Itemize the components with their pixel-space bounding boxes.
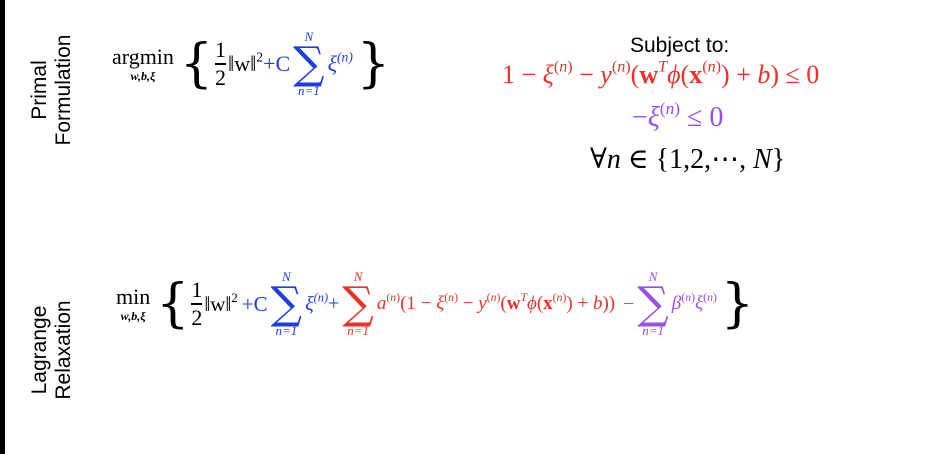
- constraint-margin: 1 − ξ(n) − y(n)(wTϕ(x(n)) + b) ≤ 0: [502, 58, 820, 89]
- summation-icon: N ∑ n=1: [270, 269, 303, 338]
- lagrange-slack-term: ξ(n): [305, 289, 329, 315]
- summation-icon: N ∑ n=1: [293, 29, 325, 98]
- lagrange-label-line2: Relaxation: [52, 300, 75, 400]
- lagrange-label-line1: Lagrange: [28, 305, 51, 395]
- lagrange-plus: +: [328, 292, 340, 315]
- right-brace: }: [356, 34, 390, 94]
- primal-label-line2: Formulation: [52, 34, 75, 146]
- lagrange-left-brace: {: [156, 274, 190, 334]
- lagrange-norm-term: ‖w‖2: [204, 289, 238, 316]
- constraint-nonneg: −ξ(n) ≤ 0: [632, 98, 724, 133]
- constraint-forall: ∀n ∈ {1,2,⋯, N}: [590, 144, 786, 175]
- primal-operator: argmin w,b,ξ: [112, 44, 174, 84]
- multiplier-term-a: a(n)(1 − ξ(n) − y(n)(wTϕ(x(n)) + b)): [376, 290, 616, 314]
- summation-icon: N ∑ n=1: [342, 269, 374, 338]
- left-border: [0, 0, 5, 454]
- primal-label-line1: Primal: [28, 60, 51, 120]
- multiplier-term-beta: β(n)ξ(n): [671, 290, 717, 314]
- lagrange-minus: −: [623, 292, 635, 315]
- lagrange-operator: min w,b,ξ: [116, 284, 151, 324]
- lagrange-right-brace: }: [720, 274, 754, 334]
- lagrange-c-coefficient: +C: [241, 291, 268, 316]
- constraints-title: Subject to:: [630, 34, 730, 57]
- summation-icon: N ∑ n=1: [637, 269, 669, 338]
- c-coefficient: +C: [263, 51, 291, 76]
- norm-term: ‖w‖2: [228, 49, 264, 76]
- lagrange-relaxation-label: Lagrange Relaxation: [28, 292, 76, 408]
- slack-term: ξ(n): [327, 49, 353, 76]
- primal-formulation-label: Primal Formulation: [28, 30, 76, 150]
- left-brace: {: [179, 34, 214, 94]
